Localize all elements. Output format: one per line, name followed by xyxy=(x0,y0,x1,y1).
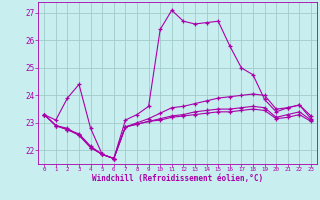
X-axis label: Windchill (Refroidissement éolien,°C): Windchill (Refroidissement éolien,°C) xyxy=(92,174,263,183)
